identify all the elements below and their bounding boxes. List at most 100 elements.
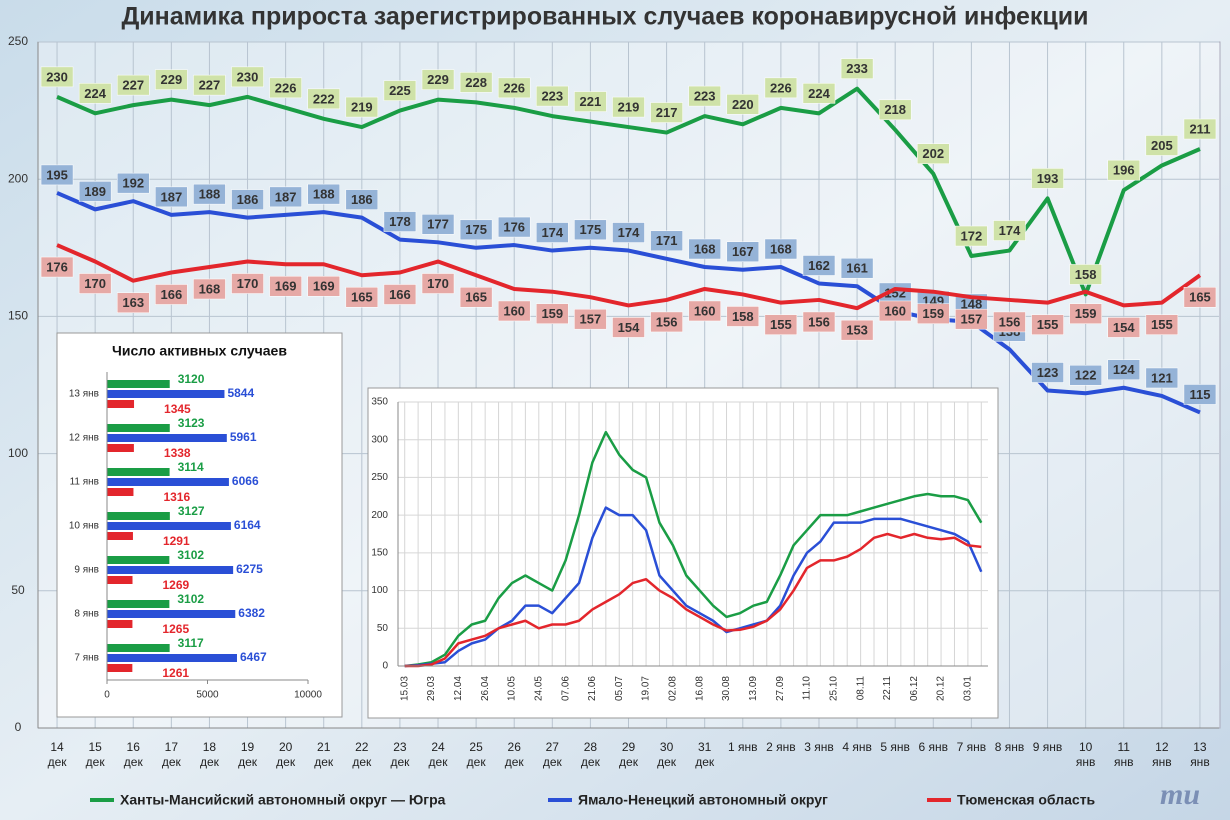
x-tick-label: 07.06 xyxy=(560,676,571,701)
x-tick-label: 16.08 xyxy=(694,676,705,701)
value-label: 176 xyxy=(46,259,68,274)
value-label: 187 xyxy=(275,189,297,204)
x-tick-label: 15.03 xyxy=(399,676,410,701)
x-tick-label: 11.10 xyxy=(802,676,813,701)
x-tick-label: 8 янв xyxy=(994,740,1025,754)
value-label-box xyxy=(650,311,683,333)
y-tick-label: 200 xyxy=(371,510,388,521)
value-label: 121 xyxy=(1151,370,1173,385)
value-label-box xyxy=(269,77,302,99)
x-tick-label: 12 янв xyxy=(1152,740,1172,769)
value-label: 157 xyxy=(961,312,983,327)
y-tick-label: 9 янв xyxy=(74,565,99,576)
value-label: 217 xyxy=(656,105,678,120)
value-label-box xyxy=(193,278,226,300)
value-label-box xyxy=(726,241,760,263)
value-label: 1316 xyxy=(163,490,190,504)
value-label-box xyxy=(1031,168,1064,189)
value-label-box xyxy=(574,219,607,241)
y-tick-label: 8 янв xyxy=(74,609,99,620)
value-label-box xyxy=(459,72,493,93)
value-label: 170 xyxy=(84,276,106,291)
value-label: 159 xyxy=(541,306,563,321)
value-label: 188 xyxy=(199,187,221,202)
y-tick-label: 100 xyxy=(8,446,28,460)
value-label: 3127 xyxy=(178,504,205,518)
value-label: 224 xyxy=(808,86,830,101)
value-label: 165 xyxy=(1189,290,1211,305)
value-label-box xyxy=(993,311,1026,333)
value-label-box xyxy=(840,58,874,79)
x-tick-label: 02.08 xyxy=(668,676,679,701)
value-label: 193 xyxy=(1037,171,1059,186)
value-label: 220 xyxy=(732,97,754,112)
value-label: 169 xyxy=(275,279,297,294)
value-label: 163 xyxy=(122,295,144,310)
value-label-box xyxy=(155,69,188,90)
value-label: 186 xyxy=(237,192,259,207)
bar xyxy=(107,400,135,408)
value-label: 3102 xyxy=(177,592,204,606)
x-tick-label: 27.09 xyxy=(775,676,786,701)
x-tick-label: 3 янв xyxy=(804,740,834,754)
bar xyxy=(107,424,170,432)
x-tick-label: 13.09 xyxy=(748,676,759,701)
x-tick-label: 17 дек xyxy=(161,740,181,769)
value-label: 168 xyxy=(694,241,716,256)
value-label: 160 xyxy=(694,303,716,318)
value-label: 169 xyxy=(313,279,335,294)
x-tick-label: 0 xyxy=(104,690,110,701)
value-label-box xyxy=(345,189,379,210)
value-label-box xyxy=(878,99,912,121)
bar xyxy=(107,468,170,476)
value-label: 3120 xyxy=(178,372,205,386)
value-label-box xyxy=(1145,135,1179,156)
y-tick-label: 13 янв xyxy=(69,389,99,400)
value-label-box xyxy=(497,77,531,99)
y-tick-label: 250 xyxy=(371,472,388,483)
value-label: 115 xyxy=(1189,387,1210,402)
y-tick-label: 10 янв xyxy=(69,521,99,532)
value-label: 226 xyxy=(770,80,792,95)
value-label-box xyxy=(78,83,112,104)
value-label-box xyxy=(231,273,264,294)
y-tick-label: 200 xyxy=(8,171,28,185)
value-label-box xyxy=(459,219,493,241)
x-tick-label: 21 дек xyxy=(314,740,334,769)
value-label-box xyxy=(764,238,798,260)
value-label: 227 xyxy=(122,78,144,93)
value-label: 225 xyxy=(389,83,411,98)
value-label-box xyxy=(726,94,760,115)
value-label-box xyxy=(383,284,417,305)
value-label: 156 xyxy=(999,314,1021,329)
value-label: 168 xyxy=(199,281,221,296)
x-tick-label: 11 янв xyxy=(1114,740,1134,769)
value-label-box xyxy=(40,164,74,186)
value-label: 157 xyxy=(580,312,602,327)
y-tick-label: 0 xyxy=(382,661,388,672)
value-label-box xyxy=(1031,314,1064,335)
value-label: 3123 xyxy=(178,416,205,430)
value-label: 226 xyxy=(503,80,525,95)
legend-label: Ямало-Ненецкий автономный округ xyxy=(578,792,828,808)
value-label: 3117 xyxy=(178,636,204,650)
value-label-box xyxy=(802,311,836,333)
x-tick-label: 30.08 xyxy=(721,676,732,701)
x-tick-label: 10 янв xyxy=(1075,740,1096,769)
bar xyxy=(107,478,229,486)
value-label-box xyxy=(116,292,150,313)
value-label: 160 xyxy=(884,303,906,318)
value-label: 148 xyxy=(961,296,983,311)
x-tick-label: 24 дек xyxy=(428,740,448,769)
value-label-box xyxy=(650,102,683,123)
value-label: 227 xyxy=(199,78,221,93)
value-label: 205 xyxy=(1151,138,1173,153)
value-label-box xyxy=(421,273,455,294)
value-label-box xyxy=(764,314,798,335)
x-tick-label: 26 дек xyxy=(504,740,524,769)
x-tick-label: 31 дек xyxy=(695,740,715,769)
value-label: 166 xyxy=(160,287,182,302)
bar xyxy=(107,620,133,628)
y-tick-label: 0 xyxy=(15,720,22,734)
value-label: 1265 xyxy=(162,622,189,636)
